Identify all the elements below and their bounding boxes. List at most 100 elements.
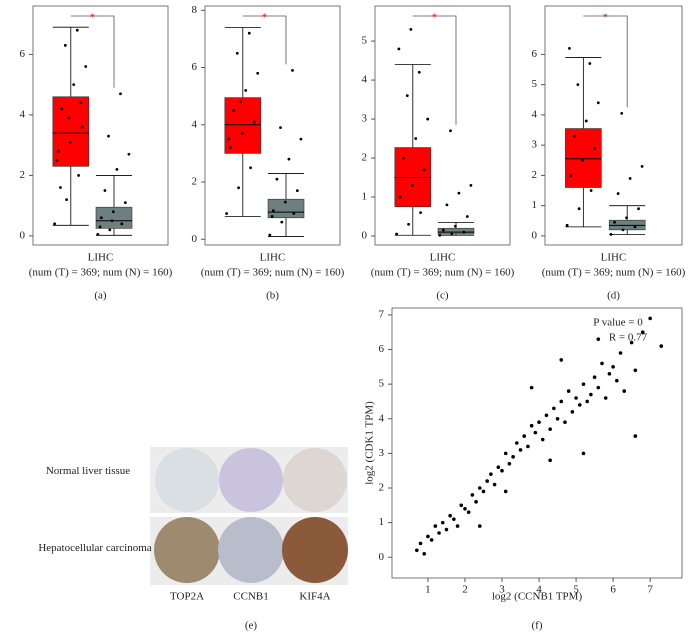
data-point [518, 448, 523, 452]
data-point [291, 69, 294, 72]
data-point [232, 109, 236, 112]
significance-star: * [90, 12, 96, 24]
data-point [426, 534, 430, 539]
data-point [453, 224, 457, 228]
data-point [84, 65, 88, 68]
y-tick-label: 8 [192, 4, 198, 16]
y-tick-label: 0 [192, 233, 198, 245]
data-point [581, 158, 585, 162]
data-point [239, 100, 243, 104]
data-point [55, 158, 59, 162]
data-point [555, 416, 560, 421]
panel-label: (e) [245, 620, 258, 632]
y-tick-label: 4 [362, 74, 368, 86]
data-point [415, 548, 419, 553]
y-tick-label: 2 [362, 152, 368, 164]
annotation: R = 0.77 [609, 332, 648, 344]
data-point [648, 316, 652, 321]
data-point [402, 156, 406, 160]
y-tick-label: 2 [20, 169, 26, 181]
data-point [522, 434, 527, 438]
data-point [469, 183, 473, 187]
box [52, 96, 90, 167]
data-point [110, 219, 114, 223]
data-point [622, 389, 627, 393]
y-tick-label: 0 [20, 229, 26, 241]
data-point [574, 396, 578, 400]
data-point [620, 111, 624, 115]
y-tick-label: 4 [379, 412, 385, 424]
data-point [53, 222, 56, 226]
panel-label: (a) [94, 290, 107, 302]
data-point [68, 140, 72, 144]
data-point [577, 207, 581, 211]
data-point [397, 47, 401, 51]
box [437, 227, 475, 235]
data-point [80, 125, 84, 129]
x-tick-label: 2 [462, 584, 468, 596]
x-tick-label: 6 [610, 584, 616, 596]
data-point [465, 215, 469, 218]
column-label: CCNB1 [233, 591, 268, 603]
tissue-core [282, 517, 348, 583]
data-point [589, 392, 593, 397]
data-point [492, 482, 497, 487]
data-point [72, 83, 76, 87]
plot-frame [32, 5, 169, 246]
data-point [569, 174, 573, 177]
data-point [572, 134, 576, 138]
x-label: LIHC [88, 252, 114, 264]
significance-bracket [242, 15, 287, 65]
significance-bracket [583, 15, 628, 108]
data-point [127, 152, 131, 156]
data-point [592, 375, 597, 380]
y-tick-label: 0 [362, 230, 368, 242]
y-tick-label: 1 [532, 199, 538, 211]
data-point [422, 551, 427, 556]
data-point [111, 210, 115, 214]
tissue-core [155, 448, 219, 512]
data-point [540, 437, 545, 442]
data-point [120, 222, 124, 226]
data-point [466, 510, 471, 515]
data-point [529, 385, 534, 390]
significance-star: * [432, 12, 438, 24]
data-point [252, 120, 256, 124]
data-point [59, 186, 62, 189]
data-point [659, 344, 664, 348]
y-tick-label: 4 [192, 118, 198, 130]
data-point [275, 177, 279, 181]
x-tick-label: 1 [425, 584, 431, 596]
data-point [565, 223, 569, 227]
y-tick-label: 6 [532, 48, 538, 60]
data-point [577, 403, 582, 407]
data-point [450, 232, 454, 236]
data-point [398, 195, 402, 199]
data-point [244, 89, 248, 92]
y-tick-label: 1 [362, 191, 368, 203]
data-point [449, 129, 452, 133]
data-point [559, 399, 564, 404]
y-tick-label: 2 [379, 482, 385, 494]
data-point [529, 423, 534, 428]
x-tick-label: 4 [536, 584, 542, 596]
data-point [615, 378, 619, 383]
data-point [515, 441, 519, 445]
y-tick-label: 2 [532, 169, 538, 181]
subtitle: (num (T) = 369; num (N) = 160) [542, 267, 686, 279]
data-point [410, 183, 414, 187]
data-point [103, 189, 107, 192]
y-tick-label: 3 [362, 113, 368, 125]
data-point [429, 538, 434, 542]
data-point [640, 164, 644, 168]
row-label: Normal liver tissue [45, 465, 131, 477]
data-point [455, 524, 460, 528]
x-tick-label: 7 [647, 584, 653, 596]
data-point [283, 200, 287, 204]
data-point [108, 228, 112, 232]
data-point [607, 371, 612, 376]
data-point [115, 167, 119, 171]
box [95, 206, 133, 229]
data-point [559, 358, 564, 362]
data-point [67, 116, 71, 120]
